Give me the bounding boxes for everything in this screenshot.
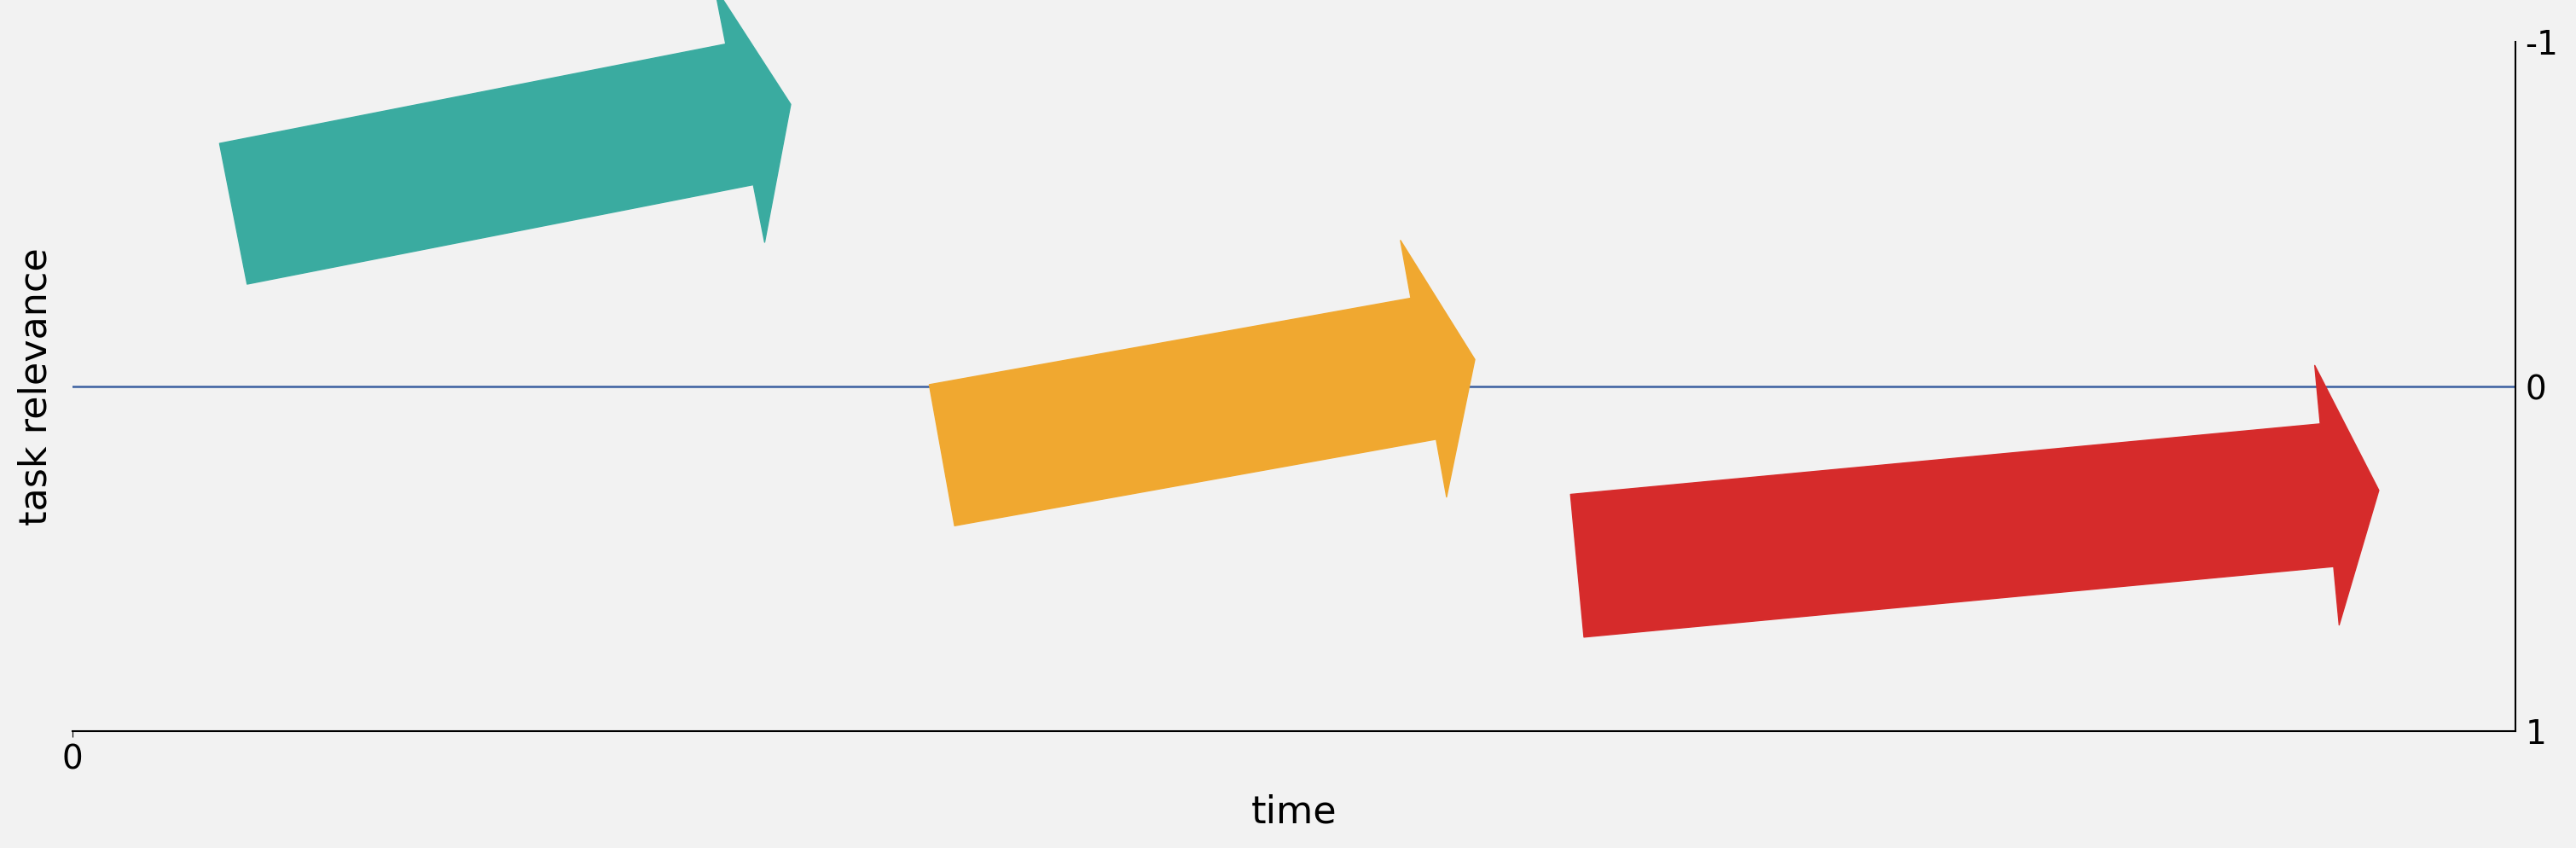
Y-axis label: task relevance: task relevance xyxy=(18,248,54,526)
X-axis label: time: time xyxy=(1252,794,1337,830)
